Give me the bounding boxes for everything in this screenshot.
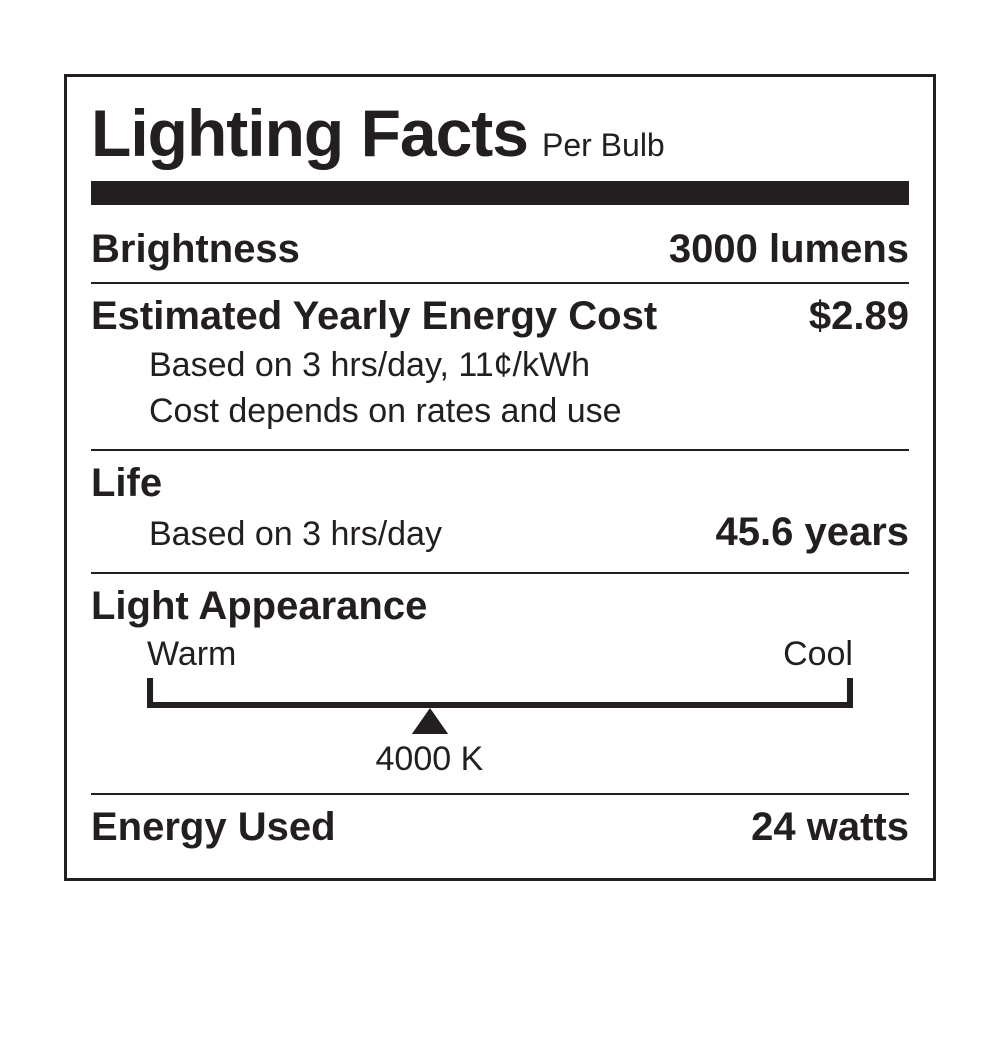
life-value: 45.6 years	[715, 510, 909, 555]
energy-used-label: Energy Used	[91, 805, 336, 850]
appearance-section: Light Appearance Warm Cool 4000 K	[91, 574, 909, 793]
brightness-label: Brightness	[91, 227, 300, 272]
lighting-facts-panel: Lighting Facts Per Bulb Brightness 3000 …	[64, 74, 936, 881]
energy-used-row: Energy Used 24 watts	[91, 795, 909, 860]
energy-cost-note-1: Based on 3 hrs/day, 11¢/kWh	[91, 343, 909, 389]
energy-used-value: 24 watts	[751, 805, 909, 850]
color-temp-scale: Warm Cool 4000 K	[91, 635, 909, 779]
life-section: Life Based on 3 hrs/day 45.6 years	[91, 451, 909, 572]
energy-cost-label: Estimated Yearly Energy Cost	[91, 294, 657, 339]
appearance-label: Light Appearance	[91, 584, 909, 629]
panel-subtitle: Per Bulb	[542, 127, 665, 164]
color-temp-scale-svg	[147, 678, 853, 738]
color-temp-pointer-icon	[412, 708, 448, 734]
life-note: Based on 3 hrs/day	[91, 512, 442, 558]
brightness-row: Brightness 3000 lumens	[91, 217, 909, 282]
kelvin-label: 4000 K	[369, 740, 489, 779]
title-row: Lighting Facts Per Bulb	[91, 95, 909, 171]
energy-cost-value: $2.89	[809, 294, 909, 339]
brightness-value: 3000 lumens	[669, 227, 909, 272]
thick-divider	[91, 181, 909, 205]
life-label: Life	[91, 461, 909, 506]
energy-cost-note-2: Cost depends on rates and use	[91, 389, 909, 435]
cool-label: Cool	[783, 635, 853, 674]
warm-label: Warm	[147, 635, 236, 674]
panel-title: Lighting Facts	[91, 95, 528, 171]
energy-cost-section: Estimated Yearly Energy Cost $2.89 Based…	[91, 284, 909, 449]
